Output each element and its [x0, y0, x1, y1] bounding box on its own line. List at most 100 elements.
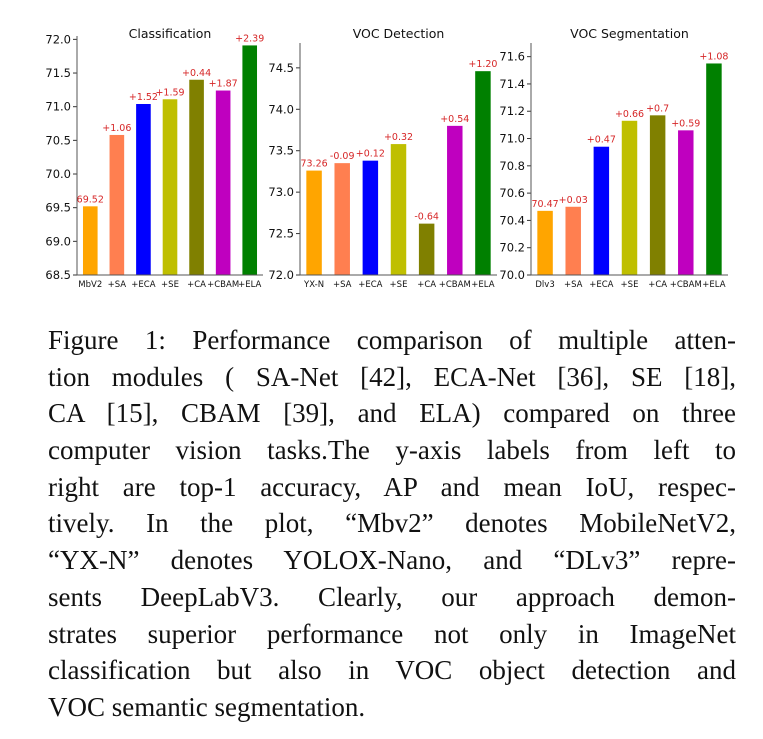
y-tick-label: 73.0 — [268, 185, 294, 199]
y-tick-label: 70.2 — [499, 241, 525, 255]
data-label: +1.08 — [699, 51, 728, 62]
y-tick-label: 72.5 — [268, 227, 294, 241]
caption-line: tively. In the plot, “Mbv2” denotes Mobi… — [48, 508, 736, 539]
x-tick-label: MbV2 — [78, 280, 102, 290]
x-tick-label: +CBAM — [207, 280, 239, 290]
x-tick-label: +ELA — [238, 280, 261, 290]
bar-se — [621, 120, 638, 275]
bar-ela — [706, 63, 722, 276]
y-tick-label: 68.5 — [45, 268, 71, 282]
data-label: +0.44 — [182, 68, 211, 79]
x-tick-label: +CBAM — [670, 280, 702, 290]
y-tick-label: 71.6 — [499, 50, 525, 64]
y-tick-label: 69.0 — [45, 234, 71, 248]
y-tick-label: 71.0 — [499, 132, 525, 146]
x-tick-label: +SA — [333, 280, 352, 290]
x-tick-label: +CBAM — [439, 280, 471, 290]
figure-caption: Figure 1: Performance comparison of mult… — [48, 322, 736, 726]
bar-ca — [189, 79, 204, 276]
caption-line: VOC semantic segmentation. — [48, 691, 366, 722]
y-tick-label: 70.6 — [499, 186, 525, 200]
caption-line: computer vision tasks.The y-axis labels … — [48, 435, 736, 466]
x-tick-label: +ECA — [589, 280, 613, 290]
data-label: +1.06 — [102, 123, 131, 134]
bar-dlv3 — [537, 210, 553, 275]
data-label: +1.87 — [209, 79, 238, 90]
y-tick-label: 71.5 — [45, 66, 71, 80]
caption-line: sents DeepLabV3. Clearly, our approach d… — [48, 581, 736, 612]
caption-line: tion modules ( SA-Net [42], ECA-Net [36]… — [48, 361, 736, 392]
y-tick-label: 74.5 — [268, 61, 294, 75]
x-tick-label: +ECA — [131, 280, 155, 290]
data-label: +0.47 — [587, 135, 616, 146]
x-tick-label: +ELA — [471, 280, 494, 290]
x-tick-label: +SE — [390, 280, 408, 290]
data-label: -0.64 — [414, 212, 439, 223]
y-tick-label: 70.0 — [45, 167, 71, 181]
chart-voc-detection: VOC Detection 72.0 72.5 73.0 73.5 74.0 74.5 73.… — [268, 26, 497, 290]
bar-eca — [362, 160, 379, 275]
y-tick-label: 69.5 — [45, 201, 71, 215]
data-label: 69.52 — [77, 194, 104, 205]
chart-voc-segmentation: VOC Segmentation 70.0 70.2 70.4 70.6 70.8 71.0… — [499, 26, 728, 290]
bar-se — [162, 99, 178, 275]
data-label: -0.09 — [330, 151, 355, 162]
data-label: 70.47 — [531, 199, 558, 210]
data-label: +1.59 — [155, 87, 184, 98]
caption-line: “YX-N” denotes YOLOX-Nano, and “DLv3” re… — [48, 545, 736, 576]
bar-sa — [109, 134, 125, 275]
data-label: +0.66 — [615, 109, 644, 120]
bar-cbam — [447, 125, 463, 275]
data-label: +1.20 — [468, 59, 497, 70]
data-label: +0.54 — [440, 114, 469, 125]
bar-charts-figure: Classification 68.5 69.0 69.5 70.0 70.5 71.0 71… — [45, 26, 728, 290]
x-tick-label: +SE — [621, 280, 639, 290]
x-tick-label: +SE — [161, 280, 179, 290]
bar-ela — [242, 45, 258, 275]
bar-sa — [565, 206, 581, 275]
caption-line: Figure 1: Performance comparison of mult… — [48, 325, 736, 355]
y-tick-label: 70.4 — [499, 213, 525, 227]
bar-ela — [475, 71, 491, 276]
x-tick-label: +CA — [417, 280, 436, 290]
bar-eca — [593, 146, 610, 275]
y-tick-label: 70.5 — [45, 133, 71, 147]
bar-sa — [334, 163, 350, 275]
bar-cbam — [678, 130, 694, 275]
chart-title: VOC Detection — [353, 26, 445, 41]
y-tick-label: 73.5 — [268, 144, 294, 158]
bar-ca — [418, 223, 435, 275]
data-label: +2.39 — [235, 33, 264, 44]
y-tick-label: 74.0 — [268, 102, 294, 116]
chart-classification: Classification 68.5 69.0 69.5 70.0 70.5 71.0 71… — [45, 26, 264, 290]
chart-title: VOC Segmentation — [570, 26, 689, 41]
y-tick-label: 71.0 — [45, 100, 71, 114]
bar-cbam — [215, 90, 231, 275]
data-label: +0.03 — [559, 195, 588, 206]
bar-se — [390, 144, 407, 275]
y-tick-label: 71.4 — [499, 77, 525, 91]
data-label: +0.7 — [646, 103, 669, 114]
x-tick-label: YX-N — [303, 280, 324, 290]
data-label: +0.59 — [671, 118, 700, 129]
y-tick-label: 70.0 — [499, 268, 525, 282]
data-label: +0.12 — [356, 149, 385, 160]
y-tick-label: 72.0 — [45, 32, 71, 46]
x-tick-label: +CA — [648, 280, 667, 290]
bar-ca — [649, 115, 666, 276]
x-tick-label: Dlv3 — [535, 280, 554, 290]
x-tick-label: +ECA — [358, 280, 382, 290]
caption-line: strates superior performance not only in… — [48, 618, 736, 649]
bar-eca — [136, 103, 151, 275]
x-tick-label: +CA — [187, 280, 206, 290]
bar-mbv2 — [82, 206, 98, 275]
y-tick-label: 70.8 — [499, 159, 525, 173]
x-tick-label: +SA — [108, 280, 127, 290]
bar-yx-n — [306, 170, 322, 275]
chart-title: Classification — [129, 26, 212, 41]
data-label: 73.26 — [300, 159, 327, 170]
y-tick-label: 71.2 — [499, 104, 525, 118]
caption-line: right are top-1 accuracy, AP and mean Io… — [48, 471, 736, 502]
data-label: +1.52 — [129, 92, 158, 103]
caption-line: CA [15], CBAM [39], and ELA) compared on… — [48, 398, 736, 429]
